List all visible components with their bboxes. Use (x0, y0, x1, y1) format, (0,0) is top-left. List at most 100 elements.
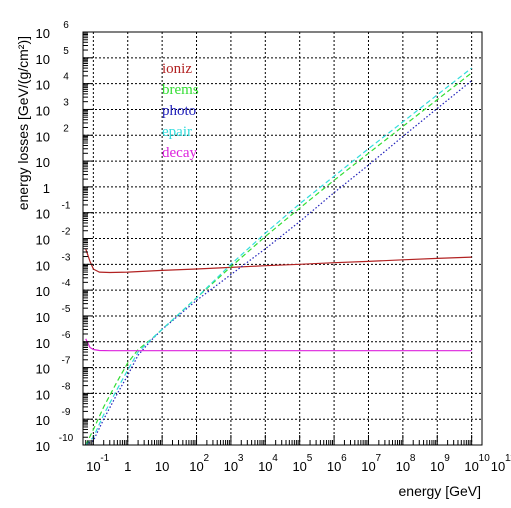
x-tick-label: 10-1 (86, 453, 110, 474)
y-tick-label: 10 5 (36, 46, 70, 67)
svg-text:3: 3 (63, 97, 69, 108)
series-line-epair (85, 67, 472, 446)
y-tick-label: 10 6 (36, 20, 70, 41)
svg-text:10: 10 (36, 310, 50, 325)
y-tick-label: 10 -8 (36, 381, 71, 402)
svg-text:10: 10 (327, 459, 341, 474)
svg-text:-10: -10 (59, 433, 74, 444)
svg-text:2: 2 (204, 453, 210, 464)
svg-text:10: 10 (36, 103, 50, 118)
svg-text:8: 8 (410, 453, 416, 464)
svg-text:6: 6 (341, 453, 347, 464)
svg-text:10: 10 (86, 459, 100, 474)
svg-text:1: 1 (43, 181, 50, 196)
svg-text:-7: -7 (62, 356, 71, 367)
svg-text:-1: -1 (62, 201, 71, 212)
y-tick-label: 10 -7 (36, 356, 71, 377)
x-tick-label: 1 (124, 459, 131, 474)
svg-text:10: 10 (36, 284, 50, 299)
svg-text:10: 10 (36, 207, 50, 222)
svg-text:10: 10 (36, 233, 50, 248)
legend-entry-brems: brems (162, 82, 199, 98)
x-tick-label: 103 (224, 453, 244, 474)
svg-text:10: 10 (396, 459, 410, 474)
svg-text:10: 10 (189, 459, 203, 474)
svg-text:10: 10 (36, 362, 50, 377)
svg-text:4: 4 (63, 72, 69, 83)
x-tick-label: 10 (155, 459, 169, 474)
svg-text:-3: -3 (62, 252, 71, 263)
series-lines (85, 67, 472, 446)
svg-text:3: 3 (238, 453, 244, 464)
legend: ioniz brems photo epair decay (162, 61, 199, 161)
legend-entry-epair: epair (162, 124, 192, 140)
y-tick-label: 10 -2 (36, 227, 71, 248)
y-tick-label: 1 (43, 181, 50, 196)
legend-entry-decay: decay (162, 145, 197, 161)
y-tick-label: 10 3 (36, 97, 70, 118)
x-tick-label: 106 (327, 453, 347, 474)
svg-text:-9: -9 (62, 407, 71, 418)
svg-text:10: 10 (361, 459, 375, 474)
y-tick-label: 10 -9 (36, 407, 71, 428)
svg-text:5: 5 (63, 46, 69, 57)
svg-text:-8: -8 (62, 381, 71, 392)
x-tick-label: 105 (292, 453, 312, 474)
legend-entry-ioniz: ioniz (162, 61, 192, 77)
svg-text:10: 10 (36, 52, 50, 67)
svg-text:10: 10 (292, 459, 306, 474)
series-line-decay (85, 338, 472, 352)
x-tick-label: 109 (430, 453, 450, 474)
y-tick-label: 10 -5 (36, 304, 71, 325)
svg-text:10: 10 (430, 459, 444, 474)
y-tick-label: 10 2 (36, 123, 70, 144)
y-tick-label: 10 -6 (36, 330, 71, 351)
x-axis-title: energy [GeV] (399, 483, 482, 499)
svg-text:-4: -4 (62, 278, 71, 289)
svg-text:10: 10 (36, 258, 50, 273)
svg-text:10: 10 (36, 129, 50, 144)
svg-text:7: 7 (375, 453, 381, 464)
svg-text:10: 10 (36, 336, 50, 351)
svg-text:4: 4 (272, 453, 278, 464)
svg-text:5: 5 (307, 453, 313, 464)
x-tick-label: 102 (189, 453, 209, 474)
axes: 10-1110102103104105106107108109101010111… (36, 20, 511, 474)
svg-text:1: 1 (124, 459, 131, 474)
svg-text:11: 11 (505, 453, 511, 464)
y-axis-title: energy losses [GeV/(g/cm²)] (15, 36, 31, 210)
svg-text:2: 2 (63, 123, 69, 134)
svg-text:10: 10 (479, 453, 491, 464)
svg-text:-1: -1 (100, 453, 109, 464)
grid (83, 32, 482, 445)
x-tick-label: 104 (258, 453, 278, 474)
svg-text:10: 10 (464, 459, 478, 474)
y-tick-label: 10 (36, 155, 50, 170)
svg-text:10: 10 (36, 387, 50, 402)
y-tick-label: 10 -1 (36, 201, 71, 222)
svg-text:10: 10 (258, 459, 272, 474)
svg-text:-6: -6 (62, 330, 71, 341)
svg-text:6: 6 (63, 20, 69, 31)
svg-text:-5: -5 (62, 304, 71, 315)
svg-text:10: 10 (36, 78, 50, 93)
svg-text:10: 10 (36, 155, 50, 170)
svg-text:9: 9 (444, 453, 450, 464)
svg-text:10: 10 (36, 26, 50, 41)
y-tick-label: 10 -3 (36, 252, 71, 273)
svg-text:10: 10 (224, 459, 238, 474)
svg-text:10: 10 (36, 439, 50, 454)
svg-text:-2: -2 (62, 227, 71, 238)
series-line-ioniz (85, 248, 472, 274)
y-tick-label: 10 -4 (36, 278, 71, 299)
svg-text:10: 10 (155, 459, 169, 474)
svg-text:10: 10 (36, 413, 50, 428)
x-tick-label: 107 (361, 453, 381, 474)
y-tick-label: 10 -10 (36, 433, 74, 454)
x-tick-label: 108 (396, 453, 416, 474)
y-tick-label: 10 4 (36, 72, 70, 93)
